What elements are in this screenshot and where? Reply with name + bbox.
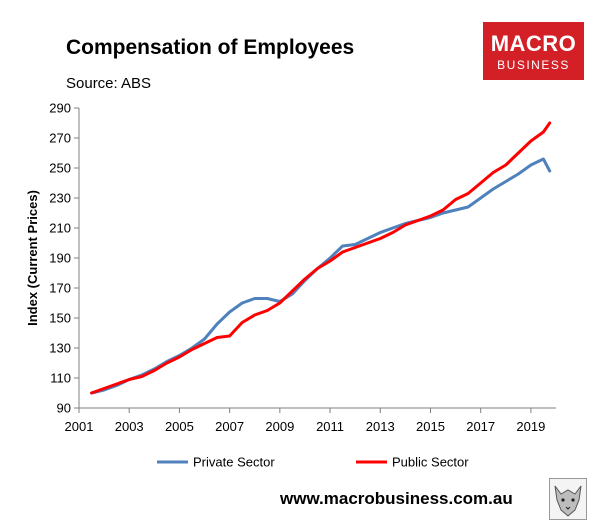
x-tick-label: 2003 [115,419,144,434]
y-tick-label: 90 [57,401,71,416]
x-tick-label: 2001 [65,419,94,434]
y-tick-label: 190 [49,251,71,266]
x-tick-label: 2013 [366,419,395,434]
footer-url: www.macrobusiness.com.au [280,489,513,508]
x-tick-label: 2007 [215,419,244,434]
chart-axes [78,108,556,409]
x-tick-label: 2015 [416,419,445,434]
y-tick-label: 250 [49,161,71,176]
y-tick-label: 130 [49,341,71,356]
y-tick-label: 230 [49,191,71,206]
x-tick-label: 2017 [466,419,495,434]
chart-ticks: 90 110 130 150 170 190 210 230 250 270 290 2001 2003… [49,101,545,435]
series-line-public-sector [90,121,552,395]
y-tick-label: 150 [49,311,71,326]
series-line-private-sector [90,157,552,395]
logo-line-2: BUSINESS [497,58,570,72]
logo-line-1: MACRO [490,31,577,56]
y-tick-label: 270 [49,131,71,146]
macrobusiness-logo: MACRO BUSINESS [483,22,584,80]
x-tick-label: 2005 [165,419,194,434]
y-axis-label: Index (Current Prices) [25,190,40,326]
y-tick-label: 110 [50,371,71,386]
x-tick-label: 2009 [265,419,294,434]
legend-label-1: Public Sector [392,455,469,470]
chart-title: Compensation of Employees [66,36,355,59]
chart-legend: Private Sector Public Sector [157,455,469,470]
chart-series [90,121,552,395]
y-tick-label: 290 [49,101,71,116]
y-tick-label: 210 [49,221,71,236]
legend-label-0: Private Sector [193,455,275,470]
x-tick-label: 2011 [316,419,344,434]
y-tick-label: 170 [49,281,71,296]
wolf-head-icon [549,478,587,520]
x-tick-label: 2019 [516,419,545,434]
source-label: Source: ABS [66,75,152,92]
